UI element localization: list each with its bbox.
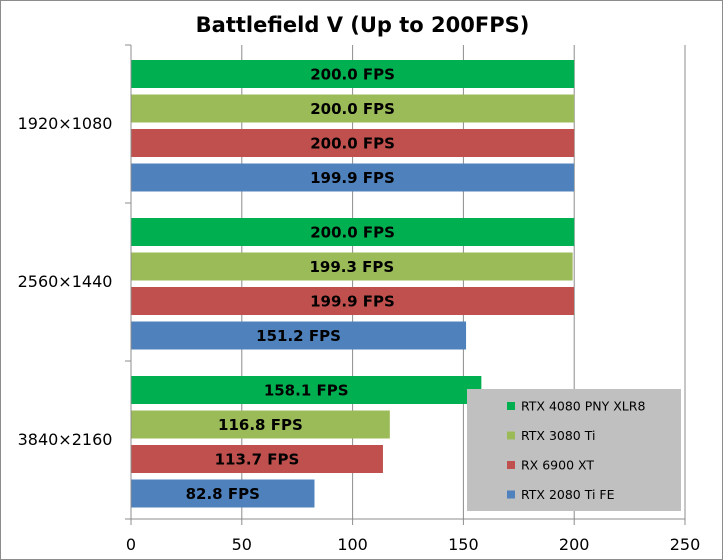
x-tick-label: 200 <box>559 535 590 554</box>
bar-data-label: 158.1 FPS <box>264 382 349 400</box>
bar-rtx-2080-ti-fe-2 <box>131 479 315 508</box>
bar-data-label: 200.0 FPS <box>310 224 395 242</box>
legend-entry: RTX 2080 Ti FE <box>521 487 615 502</box>
legend-swatch <box>507 431 515 440</box>
category-label: 1920×1080 <box>18 114 113 133</box>
legend-entry: RTX 4080 PNY XLR8 <box>521 399 645 414</box>
bar-data-label: 199.3 FPS <box>309 258 394 276</box>
bar-data-label: 151.2 FPS <box>256 327 341 345</box>
bar-data-label: 199.9 FPS <box>310 169 395 187</box>
bar-rtx-4080-pny-xlr8-1 <box>131 218 575 246</box>
bar-rx-6900-xt-1 <box>131 287 574 315</box>
x-tick-label: 0 <box>126 535 136 554</box>
bar-data-label: 200.0 FPS <box>310 135 395 153</box>
bar-data-label: 200.0 FPS <box>310 66 395 84</box>
x-tick-label: 150 <box>448 535 479 554</box>
legend-entry: RTX 3080 Ti <box>521 428 595 443</box>
bar-rx-6900-xt-2 <box>131 445 383 473</box>
bar-rtx-3080-ti-0 <box>131 94 575 123</box>
bar-rtx-3080-ti-2 <box>131 410 390 439</box>
legend-swatch <box>507 461 515 469</box>
bar-data-label: 199.9 FPS <box>310 293 395 311</box>
x-tick-label: 250 <box>670 535 701 554</box>
bar-rtx-3080-ti-1 <box>131 252 573 281</box>
bar-data-label: 82.8 FPS <box>186 485 260 503</box>
bar-rx-6900-xt-0 <box>131 129 575 157</box>
category-label: 3840×2160 <box>18 430 113 449</box>
bar-data-label: 116.8 FPS <box>218 416 303 434</box>
bar-data-label: 200.0 FPS <box>310 100 395 118</box>
legend-entry: RX 6900 XT <box>521 458 594 473</box>
category-label: 2560×1440 <box>18 272 113 291</box>
x-tick-label: 100 <box>337 535 368 554</box>
bar-data-label: 113.7 FPS <box>215 451 300 469</box>
x-tick-label: 50 <box>232 535 252 554</box>
bar-rtx-2080-ti-fe-0 <box>131 163 574 192</box>
legend-swatch <box>507 402 515 410</box>
legend-box <box>467 389 681 511</box>
bar-rtx-4080-pny-xlr8-0 <box>131 60 575 88</box>
bar-rtx-2080-ti-fe-1 <box>131 321 467 350</box>
chart-title: Battlefield V (Up to 200FPS) <box>195 13 530 37</box>
legend-swatch <box>507 490 515 499</box>
bar-rtx-4080-pny-xlr8-2 <box>131 376 482 404</box>
